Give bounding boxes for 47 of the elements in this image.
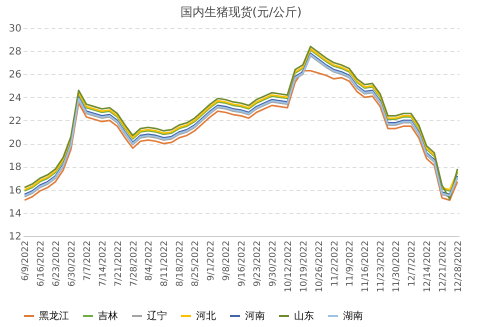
x-tick-label: 10/26/2022 xyxy=(314,240,325,292)
y-tick-label: 26 xyxy=(8,70,22,81)
x-tick-label: 8/4/2022 xyxy=(144,240,155,281)
y-tick-label: 14 xyxy=(8,208,22,220)
x-tick-label: 8/25/2022 xyxy=(191,240,202,287)
legend-label: 吉林 xyxy=(98,310,118,322)
x-tick-label: 12/21/2022 xyxy=(438,240,448,292)
x-tick-label: 11/16/2022 xyxy=(361,240,372,292)
legend-label: 山东 xyxy=(294,310,314,322)
x-tick-label: 9/30/2022 xyxy=(268,240,278,287)
x-tick-label: 9/16/2022 xyxy=(238,240,248,287)
x-tick-label: 6/23/2022 xyxy=(52,240,62,287)
x-tick-label: 10/19/2022 xyxy=(299,240,310,292)
x-tick-label: 12/28/2022 xyxy=(454,240,464,292)
x-tick-label: 8/11/2022 xyxy=(160,240,170,287)
x-tick-label: 6/16/2022 xyxy=(36,240,47,287)
x-tick-label: 9/23/2022 xyxy=(252,240,263,287)
x-tick-label: 9/8/2022 xyxy=(222,240,232,281)
y-tick-label: 22 xyxy=(8,116,22,127)
x-tick-label: 10/12/2022 xyxy=(284,240,294,292)
x-tick-label: 7/7/2022 xyxy=(82,240,93,281)
x-tick-label: 11/23/2022 xyxy=(376,240,387,292)
x-tick-label: 6/30/2022 xyxy=(67,240,78,287)
y-tick-label: 28 xyxy=(8,46,22,58)
x-tick-label: 8/18/2022 xyxy=(176,240,186,287)
y-tick-label: 24 xyxy=(8,92,22,104)
legend-label: 黑龙江 xyxy=(39,310,69,322)
legend-label: 辽宁 xyxy=(147,310,167,322)
x-tick-label: 11/30/2022 xyxy=(392,240,402,292)
x-tick-label: 9/1/2022 xyxy=(206,240,217,281)
legend-label: 河北 xyxy=(196,310,216,322)
x-tick-label: 7/21/2022 xyxy=(114,240,124,287)
y-tick-label: 20 xyxy=(8,139,22,150)
legend-label: 河南 xyxy=(245,310,265,322)
x-tick-label: 12/7/2022 xyxy=(408,240,418,287)
x-tick-label: 11/2/2022 xyxy=(330,240,340,287)
x-tick-label: 7/28/2022 xyxy=(129,240,140,287)
x-tick-label: 11/9/2022 xyxy=(346,240,356,287)
legend-label: 湖南 xyxy=(343,310,363,322)
chart-title: 国内生猪现货(元/公斤) xyxy=(180,5,302,19)
y-tick-label: 16 xyxy=(8,185,22,196)
x-tick-label: 12/14/2022 xyxy=(423,240,434,292)
y-tick-label: 30 xyxy=(8,24,22,34)
y-tick-label: 12 xyxy=(8,232,22,242)
y-tick-label: 18 xyxy=(8,162,22,174)
x-tick-label: 6/9/2022 xyxy=(21,240,32,281)
x-tick-label: 7/14/2022 xyxy=(98,240,108,287)
